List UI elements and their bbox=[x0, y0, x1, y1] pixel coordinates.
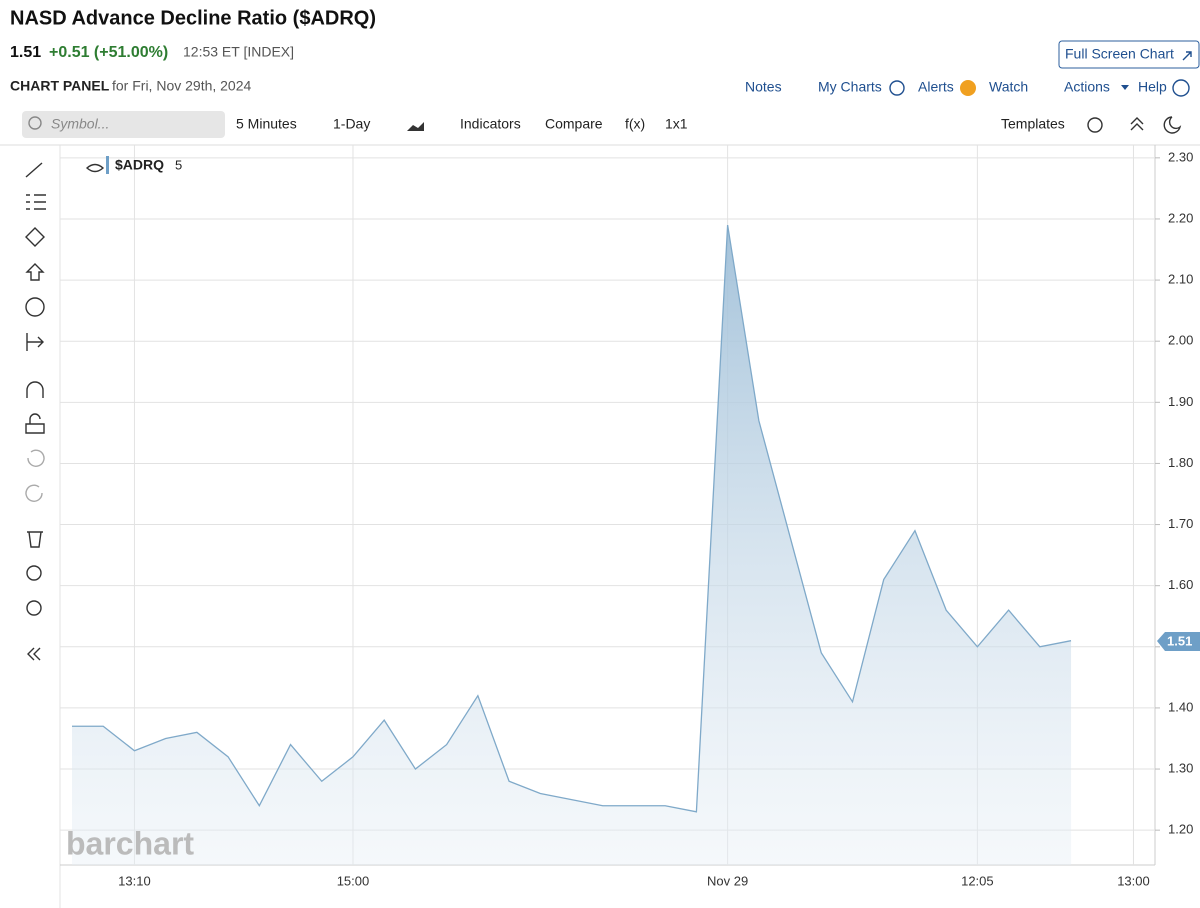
interval-button[interactable]: 5 Minutes bbox=[236, 116, 297, 132]
symbol-search[interactable] bbox=[22, 111, 225, 138]
measure-tool[interactable] bbox=[26, 333, 44, 351]
y-tick-label: 1.30 bbox=[1168, 760, 1193, 775]
y-tick-label: 1.90 bbox=[1168, 394, 1193, 409]
watermark: barchart bbox=[66, 825, 194, 861]
shape-tool[interactable] bbox=[25, 227, 45, 247]
compare-button[interactable]: Compare bbox=[545, 116, 603, 132]
x-tick-label: 13:10 bbox=[118, 873, 151, 888]
templates-button[interactable]: Templates bbox=[1001, 116, 1065, 132]
plot: 1.201.301.401.501.601.701.801.902.002.10… bbox=[60, 145, 1193, 888]
last-price-tag bbox=[1157, 632, 1200, 651]
legend-period: 5 bbox=[175, 157, 182, 172]
panel-label: CHART PANEL bbox=[10, 78, 110, 94]
y-tick-label: 1.20 bbox=[1168, 822, 1193, 837]
x-tick-label: 13:00 bbox=[1117, 873, 1150, 888]
symbol-placeholder: Symbol... bbox=[51, 116, 109, 132]
alert-icon bbox=[960, 80, 976, 96]
nav-actions[interactable]: Actions bbox=[1064, 79, 1110, 95]
y-tick-label: 1.40 bbox=[1168, 699, 1193, 714]
magnet-tool[interactable] bbox=[26, 381, 44, 398]
arrow-tool[interactable] bbox=[25, 263, 45, 281]
lock-tool[interactable] bbox=[25, 413, 45, 434]
drawing-tools bbox=[25, 162, 46, 661]
x-tick-label: Nov 29 bbox=[707, 873, 748, 888]
zoom-in-tool[interactable] bbox=[26, 565, 42, 581]
y-tick-label: 1.70 bbox=[1168, 516, 1193, 531]
collapse-icon[interactable] bbox=[1130, 117, 1144, 131]
legend-symbol: $ADRQ bbox=[115, 157, 164, 173]
line-tool[interactable] bbox=[25, 162, 43, 178]
theme-icon[interactable] bbox=[1163, 116, 1182, 134]
eye-icon[interactable] bbox=[85, 163, 105, 173]
y-tick-label: 1.60 bbox=[1168, 577, 1193, 592]
delete-tool[interactable] bbox=[27, 531, 43, 548]
external-icon bbox=[1182, 51, 1192, 61]
change: +0.51 (+51.00%) bbox=[49, 44, 168, 61]
range-button[interactable]: 1-Day bbox=[333, 116, 370, 132]
page-title: NASD Advance Decline Ratio ($ADRQ) bbox=[10, 7, 376, 29]
indicators-button[interactable]: Indicators bbox=[460, 116, 521, 132]
last-price-label: 1.51 bbox=[1167, 633, 1192, 648]
chart-type-icon[interactable] bbox=[407, 122, 424, 131]
y-tick-label: 2.20 bbox=[1168, 210, 1193, 225]
fx-button[interactable]: f(x) bbox=[625, 116, 645, 132]
number-tool[interactable] bbox=[25, 297, 45, 317]
fib-tool[interactable] bbox=[26, 194, 46, 210]
nav-watch[interactable]: Watch bbox=[989, 79, 1028, 95]
quote-time: 12:53 ET [INDEX] bbox=[183, 44, 294, 60]
nav-alerts[interactable]: Alerts bbox=[918, 79, 954, 95]
y-tick-label: 2.00 bbox=[1168, 333, 1193, 348]
y-tick-label: 2.30 bbox=[1168, 149, 1193, 164]
full-screen-label: Full Screen Chart bbox=[1065, 46, 1174, 62]
y-tick-label: 1.80 bbox=[1168, 455, 1193, 470]
search-icon bbox=[28, 116, 42, 130]
full-screen-button[interactable] bbox=[1058, 40, 1200, 69]
settings-icon[interactable] bbox=[1087, 117, 1103, 133]
nav-notes[interactable]: Notes bbox=[745, 79, 782, 95]
collapse-tools[interactable] bbox=[27, 647, 41, 661]
panel-date: for Fri, Nov 29th, 2024 bbox=[112, 78, 252, 94]
y-tick-label: 2.10 bbox=[1168, 272, 1193, 287]
redo-tool[interactable] bbox=[25, 484, 43, 502]
x-tick-label: 12:05 bbox=[961, 873, 994, 888]
nav-my-charts[interactable]: My Charts bbox=[818, 79, 882, 95]
layout-button[interactable]: 1x1 bbox=[665, 116, 688, 132]
legend-swatch bbox=[106, 156, 109, 174]
zoom-out-tool[interactable] bbox=[26, 600, 42, 616]
dropdown-icon bbox=[1121, 85, 1129, 90]
line bbox=[72, 224, 1072, 813]
area bbox=[72, 225, 1072, 865]
price: 1.51 bbox=[10, 44, 41, 61]
x-tick-label: 15:00 bbox=[337, 873, 370, 888]
help-icon bbox=[1172, 79, 1190, 97]
nav-help[interactable]: Help bbox=[1138, 79, 1167, 95]
undo-tool[interactable] bbox=[27, 449, 45, 467]
plus-icon bbox=[889, 80, 905, 96]
